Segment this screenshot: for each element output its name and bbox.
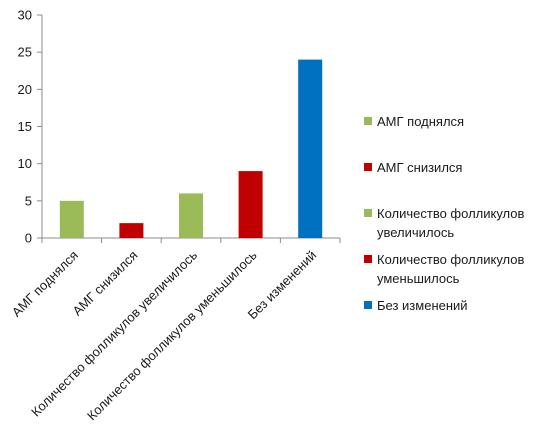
legend: АМГ поднялся АМГ снизился Количество фолли… (364, 114, 525, 313)
legend-swatch (364, 255, 372, 263)
bar-2 (119, 223, 144, 238)
y-tick-label: 5 (25, 193, 32, 208)
legend-swatch (364, 209, 372, 217)
y-tick-label: 15 (18, 119, 32, 134)
legend-item: Количество фолликулов увеличилось (364, 206, 525, 240)
y-tick-label: 10 (18, 156, 32, 171)
legend-label: уменьшилось (377, 271, 460, 286)
bars (59, 59, 323, 238)
bar-4 (238, 171, 263, 238)
legend-item: АМГ поднялся (364, 114, 464, 129)
legend-swatch (364, 301, 372, 309)
legend-label: Количество фолликулов (377, 206, 525, 221)
bar-1 (59, 200, 84, 238)
legend-item: АМГ снизился (364, 160, 462, 175)
y-tick-label: 20 (18, 82, 32, 97)
y-tick-label: 0 (25, 231, 32, 246)
legend-label: Без изменений (377, 298, 468, 313)
y-tick-label: 25 (18, 45, 32, 60)
bar-3 (179, 193, 203, 238)
legend-label: Количество фолликулов (377, 252, 525, 267)
legend-label: увеличилось (377, 225, 454, 240)
legend-label: АМГ поднялся (377, 114, 464, 129)
bar-5 (298, 59, 323, 238)
legend-item: Количество фолликулов уменьшилось (364, 252, 525, 286)
legend-item: Без изменений (364, 298, 468, 313)
legend-label: АМГ снизился (377, 160, 462, 175)
legend-swatch (364, 117, 372, 125)
y-axis-ticks: 0 5 10 15 20 25 30 (18, 8, 42, 246)
y-tick-label: 30 (18, 8, 32, 23)
legend-swatch (364, 163, 372, 171)
x-axis-ticks (41, 238, 341, 243)
